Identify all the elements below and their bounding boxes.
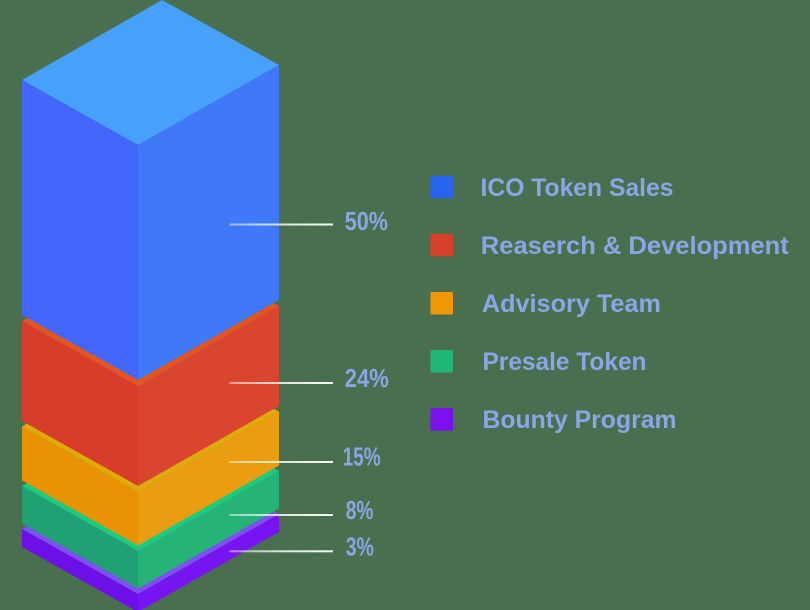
svg-text:Advisory Team: Advisory Team <box>482 290 661 318</box>
svg-text:Reaserch & Development: Reaserch & Development <box>481 232 790 260</box>
svg-text:24%: 24% <box>345 363 389 393</box>
svg-text:ICO Token Sales: ICO Token Sales <box>481 174 674 202</box>
svg-text:Bounty Program: Bounty Program <box>483 406 677 434</box>
svg-text:3%: 3% <box>346 531 374 561</box>
svg-text:15%: 15% <box>343 441 381 471</box>
svg-text:8%: 8% <box>346 495 374 525</box>
svg-text:50%: 50% <box>345 206 388 236</box>
svg-text:Presale Token: Presale Token <box>483 348 647 376</box>
